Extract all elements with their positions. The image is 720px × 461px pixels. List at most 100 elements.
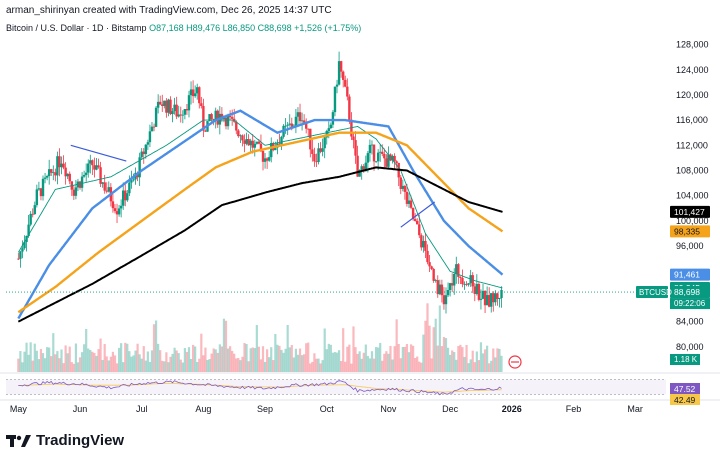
volume-bar [465,344,468,372]
volume-bar [105,356,108,372]
candle-body [247,139,250,146]
trendline[interactable] [400,201,436,228]
volume-bar [204,347,207,372]
rsi-line [18,380,502,396]
volume-bar [29,342,32,372]
volume-bar [387,353,390,372]
volume-bar [319,363,322,372]
volume-bar [342,328,345,372]
candle-body [255,141,259,144]
volume-bar [475,351,478,372]
volume-bar [278,345,281,372]
candle-body [138,157,141,178]
volume-bar [212,348,215,372]
candle-body [339,61,343,72]
volume-bar [412,345,415,372]
volume-label: 1.18 K [674,355,698,364]
volume-bar [282,352,285,372]
candle-body [372,144,376,162]
candle-body [105,190,108,192]
volume-bar [477,360,480,372]
volume-label-box [670,354,700,365]
candle-body [413,219,417,221]
candle-body [430,266,433,269]
volume-bar [292,357,295,372]
volume-bar [360,358,363,372]
candle-body [235,121,238,131]
volume-bar [41,353,45,372]
volume-bar [111,351,115,372]
candle-body [167,99,170,113]
candle-body [103,182,106,191]
tradingview-logo-icon [6,434,31,447]
candle-body [416,220,419,225]
volume-bar [157,343,160,372]
candle-body [374,161,378,163]
volume-bar [288,347,291,372]
volume-bar [446,347,450,372]
volume-bar [270,347,273,372]
y-tick-label: 96,000 [676,241,704,251]
candle-body [91,160,94,166]
volume-bar [136,343,139,372]
candle-body [296,112,300,117]
volume-bar [50,356,53,372]
candle-body [420,235,423,248]
candle-body [243,140,246,144]
candle-body [494,293,497,303]
price-label-text: 98,335 [674,226,700,236]
volume-bar [440,346,443,372]
volume-bar [175,350,178,372]
candle-body [395,161,398,163]
candle-body [422,240,425,248]
candle-body [189,89,193,96]
volume-bar [335,352,339,372]
candle-body [409,200,413,208]
volume-bar [397,343,400,372]
candle-body [31,213,34,215]
x-tick-label: Jul [136,404,148,414]
candle-body [82,174,86,177]
volume-bar [243,343,246,372]
candle-body [128,182,131,194]
candle-body [263,158,267,162]
volume-bar [154,320,158,372]
candle-body [140,151,143,158]
volume-bar [321,360,324,372]
y-tick-label: 124,000 [676,65,709,75]
symbol-legend[interactable]: Bitcoin / U.S. Dollar · 1D · Bitstamp O8… [6,23,361,33]
candle-body [387,154,390,167]
ohlc-values: O87,168 H89,476 L86,850 C88,698 +1,526 (… [149,23,362,33]
candle-body [163,100,166,106]
candle-body [39,188,43,197]
candle-body [475,283,479,294]
volume-bar [183,348,186,372]
volume-bar [46,347,49,372]
volume-bar [68,346,71,372]
volume-bar [140,358,143,372]
volume-bar [200,333,203,372]
brand-name: TradingView [36,432,125,449]
volume-bar [405,344,409,372]
candle-body [354,140,357,156]
candle-body [191,89,195,97]
volume-bar [76,362,80,372]
candle-body [337,61,341,85]
candle-body [68,173,71,182]
price-chart[interactable]: 128,000 124,000 120,000 116,000 112,000 108,0… [0,0,720,425]
candle-body [202,106,205,131]
volume-bar [31,360,34,372]
candle-body [498,298,501,299]
volume-bar [315,358,318,372]
tradingview-brand: TradingView [6,432,124,449]
candle-body [360,166,363,171]
ma-line-sma-200 [17,166,503,323]
volume-bar [124,342,127,372]
volume-bar [241,356,244,372]
volume-bar [459,344,462,372]
x-tick-label: May [10,404,28,414]
candle-body [17,258,20,260]
trendline[interactable] [70,144,127,162]
candle-body [485,295,489,306]
candle-body [352,136,355,141]
